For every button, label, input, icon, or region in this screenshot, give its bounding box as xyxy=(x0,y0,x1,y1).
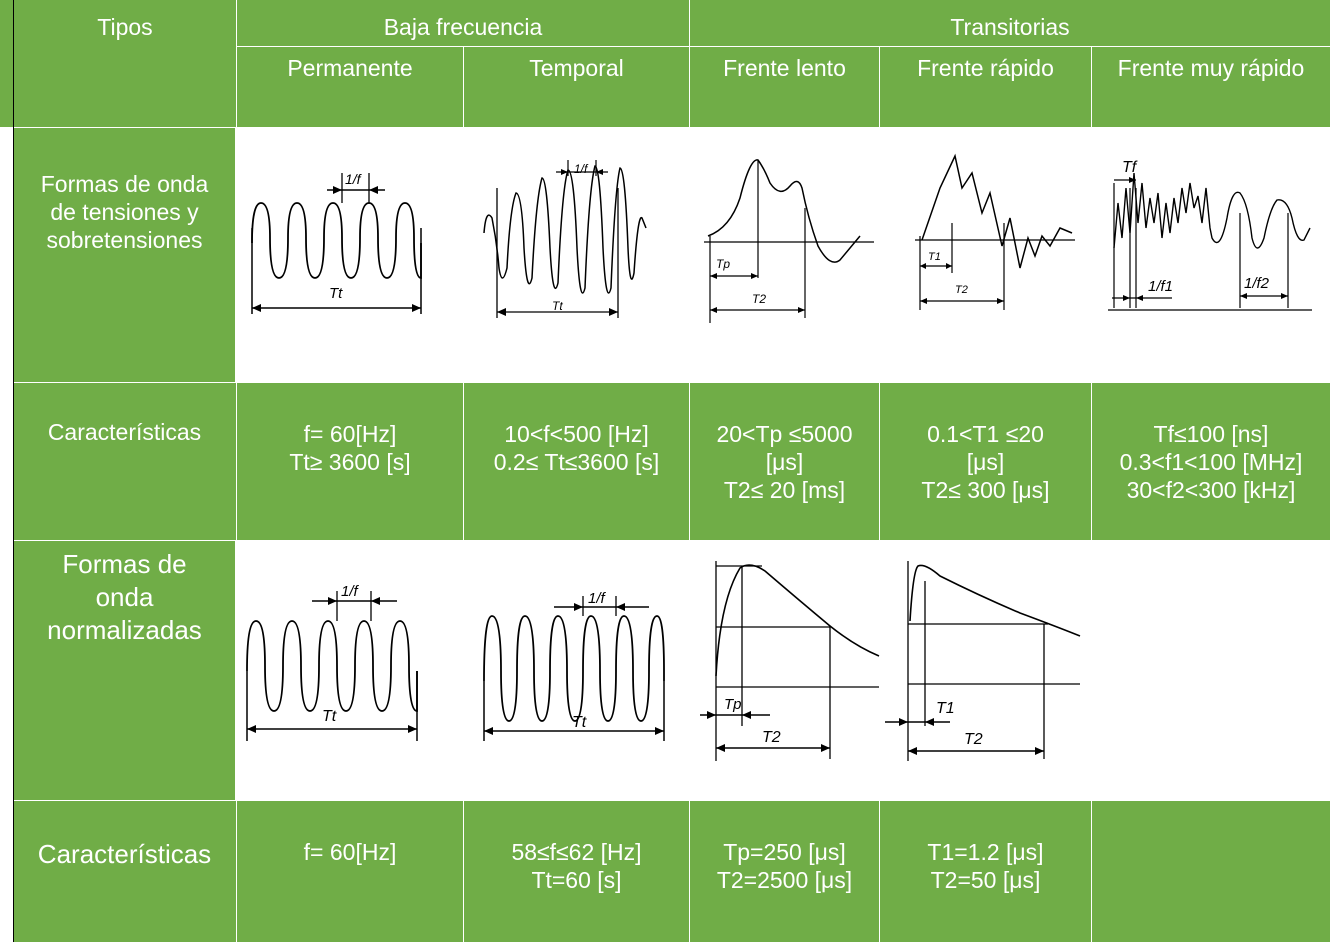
very-fast-front-wave xyxy=(1113,172,1311,249)
label-one-over-f: 1/f xyxy=(574,162,589,176)
table-left-border xyxy=(13,0,14,942)
fast-front-wave xyxy=(921,153,1073,269)
grid-line xyxy=(237,46,1330,47)
label-T2: T2 xyxy=(955,284,968,296)
waveform-norm-frente-rapido: T1 T2 xyxy=(885,561,1081,761)
label-Tt: Tt xyxy=(322,708,337,725)
label-caracteristicas: Características xyxy=(47,419,202,445)
char-frente-rapido: 0.1<T1 ≤20 [μs] T2≤ 300 [μs] xyxy=(921,421,1050,503)
label-Tp: Tp xyxy=(716,257,730,271)
grid-line xyxy=(1091,46,1092,942)
grid-line xyxy=(14,382,1330,383)
waveform-frente-rapido: T1 T2 xyxy=(915,153,1075,310)
waveform-cell xyxy=(690,128,879,382)
grid-line xyxy=(14,800,1330,801)
header-row xyxy=(0,0,1330,127)
header-tipos: Tipos xyxy=(97,14,153,40)
row-label-formas-onda xyxy=(14,127,235,382)
sine-wave xyxy=(251,202,422,279)
waveform-cell xyxy=(237,128,463,382)
row-label-normalizadas xyxy=(14,541,235,800)
label-Tp: Tp xyxy=(724,696,742,713)
char-frente-lento: 20<Tp ≤5000 [μs] T2≤ 20 [ms] xyxy=(716,421,853,503)
label-one-over-f: 1/f xyxy=(341,583,360,600)
waveform-permanente: 1/f Tt xyxy=(251,171,422,314)
waveform-cell xyxy=(1092,128,1330,382)
label-T1: T1 xyxy=(928,251,941,263)
label-T1: T1 xyxy=(936,700,955,717)
header-transitorias: Transitorias xyxy=(950,14,1070,40)
label-T2: T2 xyxy=(762,729,781,746)
label-one-over-f1: 1/f1 xyxy=(1148,278,1173,295)
characteristics-norm-row xyxy=(14,801,1330,942)
label-Tt: Tt xyxy=(329,285,343,302)
slow-front-wave xyxy=(707,159,861,263)
label-normalizadas: Formas de onda normalizadas xyxy=(47,549,202,645)
label-Tt: Tt xyxy=(552,299,563,313)
header-frente-muy-rapido: Frente muy rápido xyxy=(1117,55,1305,81)
label-one-over-f: 1/f xyxy=(345,171,363,187)
characteristics-row xyxy=(14,383,1330,540)
char-frente-muy-rapido: Tf≤100 [ns] 0.3<f1<100 [MHz] 30<f2<300 [… xyxy=(1119,421,1303,503)
grid-line xyxy=(14,127,1330,128)
header-frente-lento: Frente lento xyxy=(723,55,846,81)
header-frente-rapido: Frente rápido xyxy=(917,55,1054,81)
fast-impulse-wave xyxy=(909,564,1081,637)
waveform-norm-frente-lento: Tp T2 xyxy=(700,561,880,761)
waveform-temporal: 1/f Tt xyxy=(483,160,647,318)
grid-line xyxy=(689,0,690,942)
char-permanente: f= 60[Hz] Tt≥ 3600 [s] xyxy=(289,421,411,475)
waveform-norm-temporal: 1/f Tt xyxy=(483,590,665,741)
sine-wave xyxy=(483,165,647,294)
label-one-over-f2: 1/f2 xyxy=(1244,275,1270,292)
char-norm-frente-rapido: T1=1.2 [μs] T2=50 [μs] xyxy=(927,839,1044,893)
label-Tt: Tt xyxy=(572,714,587,731)
grid-line xyxy=(236,0,237,942)
label-Tf: Tf xyxy=(1122,159,1138,176)
char-temporal: 10<f<500 [Hz] 0.2≤ Tt≤3600 [s] xyxy=(493,421,660,475)
header-temporal: Temporal xyxy=(529,55,624,81)
label-T2: T2 xyxy=(964,731,983,748)
waveform-cell xyxy=(880,128,1091,382)
sine-wave xyxy=(483,615,665,722)
waveform-cell xyxy=(237,541,463,800)
waveform-cell xyxy=(880,541,1091,800)
grid-line xyxy=(879,46,880,942)
header-baja-frecuencia: Baja frecuencia xyxy=(383,14,543,40)
char-norm-permanente: f= 60[Hz] xyxy=(303,839,397,865)
char-norm-frente-lento: Tp=250 [μs] T2=2500 [μs] xyxy=(716,839,853,893)
label-T2: T2 xyxy=(752,292,766,306)
waveform-cell xyxy=(690,541,879,800)
waveform-frente-muy-rapido: Tf 1/f1 1/f2 xyxy=(1108,159,1312,311)
header-permanente: Permanente xyxy=(287,55,413,81)
grid-line xyxy=(463,46,464,942)
waveform-cell xyxy=(1092,541,1330,800)
waveform-norm-permanente: 1/f Tt xyxy=(246,583,418,741)
label-one-over-f: 1/f xyxy=(588,590,607,607)
waveform-frente-lento: Tp T2 xyxy=(704,159,874,323)
label-formas-onda: Formas de onda de tensiones y sobretensi… xyxy=(40,171,209,253)
char-norm-temporal: 58≤f≤62 [Hz] Tt=60 [s] xyxy=(511,839,642,893)
grid-line xyxy=(14,540,1330,541)
label-caracteristicas-2: Características xyxy=(37,839,212,869)
slow-impulse-wave xyxy=(715,564,880,677)
waveform-cell xyxy=(464,128,689,382)
sine-wave xyxy=(246,620,418,712)
